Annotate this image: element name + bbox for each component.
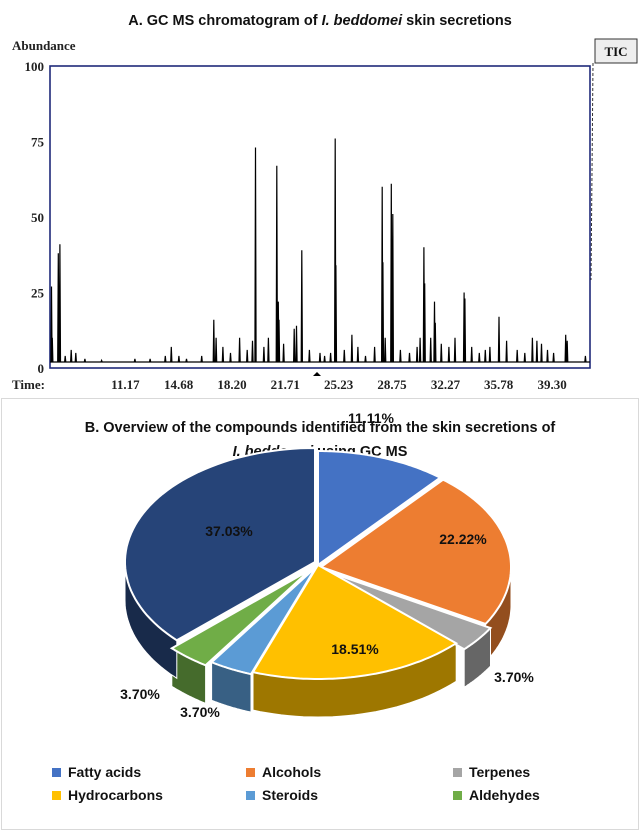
pie-slice	[169, 569, 311, 667]
tic-badge	[594, 38, 638, 64]
legend-label: Terpenes	[469, 764, 530, 780]
legend-swatch	[246, 768, 255, 777]
y-tick-label: 0	[38, 361, 45, 376]
tic-connector	[590, 62, 594, 281]
x-tick-label: 32.27	[431, 377, 461, 392]
x-tick-label: 11.17	[111, 377, 140, 392]
chromatogram-chart: A. GC MS chromatogram of I. beddomei ski…	[12, 13, 638, 392]
chromatogram-title: A. GC MS chromatogram of I. beddomei ski…	[128, 13, 512, 29]
pie-panel	[1, 398, 639, 830]
y-axis-label: Abundance	[12, 38, 76, 53]
x-tick-label: 35.78	[484, 377, 514, 392]
x-axis-label: Time:	[12, 377, 45, 392]
pie-slice-label: 3.70%	[494, 669, 534, 685]
legend-swatch	[52, 768, 61, 777]
pie-slice-label: 22.22%	[439, 531, 487, 547]
x-tick-label: 14.68	[164, 377, 194, 392]
legend-label: Alcohols	[262, 764, 321, 780]
legend-swatch	[453, 791, 462, 800]
pie-slice	[251, 563, 459, 680]
tic-badge-label: TIC	[604, 44, 627, 59]
legend-swatch	[246, 791, 255, 800]
scroll-marker	[313, 372, 321, 376]
pie-slice-label: 3.70%	[120, 686, 160, 702]
legend-label: Aldehydes	[469, 787, 540, 803]
legend-label: Fatty acids	[68, 764, 141, 780]
pie-slice	[318, 478, 512, 626]
pie-slice	[325, 570, 493, 651]
pie-slice	[124, 446, 316, 642]
legend-label: Hydrocarbons	[68, 787, 163, 803]
x-tick-label: 25.23	[324, 377, 354, 392]
tic-trace	[50, 138, 590, 363]
pie-slice-label: 3.70%	[180, 704, 220, 720]
pie-title-line1: B. Overview of the compounds identified …	[85, 420, 556, 436]
y-tick-label: 100	[25, 59, 45, 74]
x-tick-label: 39.30	[537, 377, 566, 392]
pie-slice-label: 18.51%	[331, 641, 379, 657]
pie-chart: B. Overview of the compounds identified …	[52, 410, 556, 803]
chromatogram-title-prefix: A. GC MS chromatogram of	[128, 13, 321, 29]
y-tick-label: 25	[31, 286, 45, 301]
pie-slice	[209, 566, 317, 676]
pie-slice	[317, 450, 442, 567]
x-tick-label: 21.71	[271, 377, 300, 392]
x-tick-label: 18.20	[217, 377, 246, 392]
x-tick-label: 28.75	[377, 377, 407, 392]
plot-frame	[49, 65, 591, 369]
chromatogram-title-suffix: skin secretions	[402, 13, 512, 29]
legend-swatch	[52, 791, 61, 800]
y-tick-label: 75	[31, 135, 45, 150]
pie-slice-label: 11.11%	[348, 410, 394, 426]
legend-label: Steroids	[262, 787, 318, 803]
y-tick-label: 50	[31, 210, 44, 225]
chromatogram-title-species: I. beddomei	[322, 13, 404, 29]
pie-slice-label: 37.03%	[205, 523, 253, 539]
legend-swatch	[453, 768, 462, 777]
